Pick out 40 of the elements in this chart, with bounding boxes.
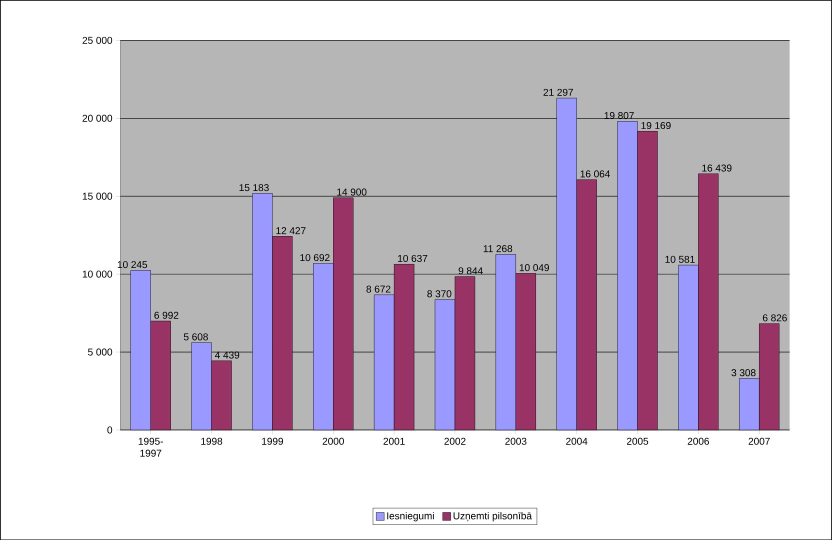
data-label: 16 064 <box>580 170 610 178</box>
data-label: 6 992 <box>154 312 178 319</box>
x-tick-label: 1998 <box>201 438 222 445</box>
data-label: 12 427 <box>276 227 306 234</box>
y-tick-label: 20 000 <box>82 114 112 122</box>
y-tick-label: 0 <box>107 426 112 434</box>
x-tick-label: 2006 <box>688 438 709 445</box>
data-label: 4 439 <box>215 351 240 358</box>
legend-label: Uzņemti pilsonībā <box>454 512 532 522</box>
data-label: 19 169 <box>641 122 671 129</box>
x-tick-label: 2002 <box>444 438 466 445</box>
x-tick-label: 2004 <box>566 438 588 445</box>
y-tick-label: 5 000 <box>88 348 112 356</box>
x-tick-label: 2003 <box>505 438 526 445</box>
y-tick-label: 15 000 <box>82 192 112 200</box>
data-label: 14 900 <box>337 188 367 196</box>
data-label: 9 844 <box>458 267 483 274</box>
x-tick-label: 1999 <box>262 438 284 445</box>
data-label: 5 608 <box>184 333 208 340</box>
data-label: 16 439 <box>702 164 732 172</box>
y-tick-label: 10 000 <box>82 270 112 278</box>
legend-label: Iesniegumi <box>387 512 434 522</box>
data-label: 10 245 <box>118 260 148 268</box>
data-label: 10 637 <box>398 254 428 262</box>
data-label: 10 049 <box>520 264 549 272</box>
data-label: 15 183 <box>240 184 269 192</box>
data-label: 3 308 <box>731 369 756 376</box>
y-tick-label: 25 000 <box>82 36 112 44</box>
x-tick-label: 2007 <box>748 438 770 445</box>
data-label: 10 581 <box>665 256 695 263</box>
x-tick-label: 1995-1997 <box>138 438 163 457</box>
data-label: 8 370 <box>427 290 452 298</box>
data-label: 21 297 <box>544 88 573 96</box>
x-tick-label: 2001 <box>384 438 405 445</box>
data-label: 11 268 <box>484 245 512 252</box>
x-tick-label: 2000 <box>322 438 344 445</box>
data-label: 8 672 <box>366 285 390 292</box>
x-tick-label: 2005 <box>626 438 648 445</box>
data-label: 10 692 <box>300 254 330 262</box>
data-label: 6 826 <box>762 314 787 322</box>
